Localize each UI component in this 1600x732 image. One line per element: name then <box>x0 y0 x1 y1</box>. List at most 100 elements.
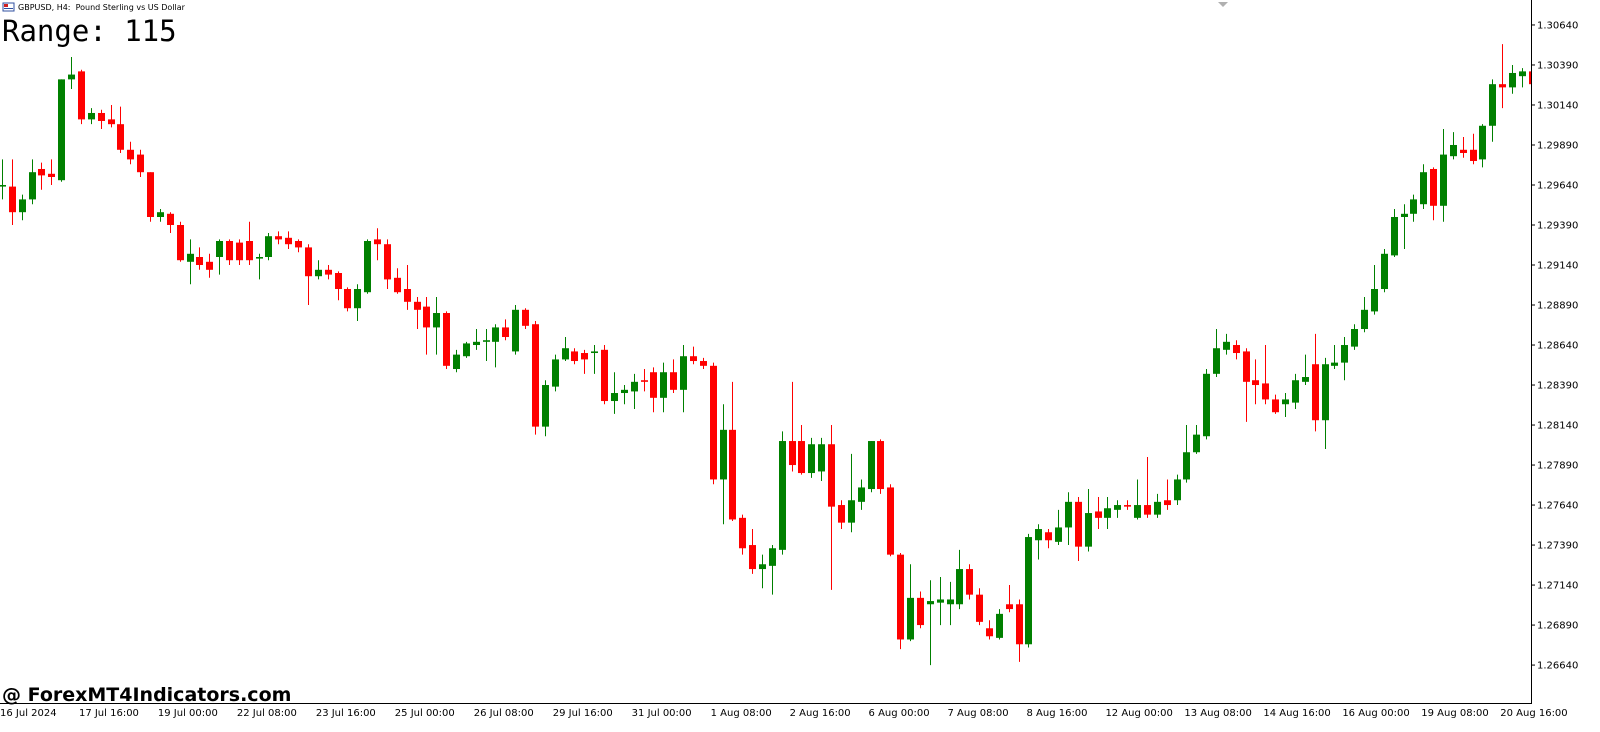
symbol-icon <box>2 2 15 12</box>
candle-body <box>779 441 786 550</box>
candle-body <box>1272 399 1279 413</box>
candle-body <box>196 257 203 266</box>
candle-body <box>226 241 233 261</box>
candle-body <box>868 441 875 490</box>
candle-body <box>256 257 263 259</box>
candle-body <box>108 119 115 125</box>
candle-body <box>1025 537 1032 645</box>
candle-body <box>433 313 440 328</box>
candle-body <box>1322 364 1329 421</box>
candle-body <box>631 381 638 392</box>
candle-body <box>137 154 144 173</box>
candle-body <box>216 241 223 258</box>
candle-body <box>1223 341 1230 350</box>
candle-body <box>127 149 134 160</box>
candle-body <box>364 241 371 293</box>
chart-title: GBPUSD, H4: Pound Sterling vs US Dollar <box>18 3 186 12</box>
candle-body <box>808 444 815 474</box>
candle-body <box>157 212 164 217</box>
candle-body <box>29 172 36 200</box>
candle-body <box>1351 329 1358 347</box>
candle-body <box>660 372 667 398</box>
candle-body <box>996 613 1003 638</box>
candle-body <box>838 505 845 523</box>
candle-body <box>1341 345 1348 363</box>
x-tick-label: 23 Jul 16:00 <box>316 708 376 719</box>
candle-body <box>404 289 411 302</box>
candle-body <box>1391 216 1398 256</box>
candle-body <box>1233 345 1240 354</box>
candle-body <box>453 354 460 370</box>
candle-body <box>710 365 717 480</box>
candle-body <box>552 359 559 387</box>
candle-body <box>749 545 756 570</box>
candle-body <box>285 237 292 245</box>
candle-body <box>394 277 401 293</box>
candle-body <box>275 236 282 240</box>
y-tick-label: 1.28640 <box>1537 341 1578 352</box>
candle-body <box>1470 149 1477 161</box>
x-tick-label: 29 Jul 16:00 <box>553 708 613 719</box>
candle-body <box>483 340 490 342</box>
candle-body <box>187 253 194 262</box>
y-tick-label: 1.28390 <box>1537 381 1578 392</box>
candle-body <box>739 517 746 549</box>
candle-body <box>1489 84 1496 126</box>
candle-body <box>650 372 657 398</box>
candle-body <box>1154 501 1161 515</box>
candle-body <box>1213 348 1220 374</box>
watermark: @ ForexMT4Indicators.com <box>2 684 291 706</box>
candle-body <box>621 389 628 394</box>
x-tick-label: 17 Jul 16:00 <box>79 708 139 719</box>
candle-body <box>206 261 213 270</box>
candle-body <box>571 351 578 362</box>
x-tick-label: 22 Jul 08:00 <box>237 708 297 719</box>
candle-body <box>1361 309 1368 330</box>
y-tick-label: 1.29640 <box>1537 180 1578 191</box>
candle-body <box>354 289 361 309</box>
candle-body <box>1174 479 1181 501</box>
candle-body <box>641 380 648 382</box>
x-tick-label: 7 Aug 08:00 <box>948 708 1009 719</box>
shift-marker <box>1218 2 1228 7</box>
candle-body <box>917 597 924 626</box>
candle-body <box>117 124 124 150</box>
candle-body <box>1203 373 1210 437</box>
candle-body <box>818 444 825 472</box>
candle-body <box>1183 452 1190 480</box>
x-tick-label: 16 Jul 2024 <box>0 708 57 719</box>
candle-body <box>1006 604 1013 610</box>
candle-body <box>1016 604 1023 645</box>
x-tick-label: 19 Aug 08:00 <box>1421 708 1488 719</box>
x-tick-label: 14 Aug 16:00 <box>1263 708 1330 719</box>
candle-body <box>927 601 934 605</box>
candle-body <box>512 309 519 352</box>
candle-body <box>720 429 727 480</box>
x-tick-label: 26 Jul 08:00 <box>474 708 534 719</box>
candle-body <box>1499 84 1506 88</box>
y-tick-label: 1.28890 <box>1537 301 1578 312</box>
candle-body <box>1450 144 1457 157</box>
candle-body <box>690 356 697 362</box>
candle-body <box>956 569 963 605</box>
x-tick-label: 19 Jul 00:00 <box>158 708 218 719</box>
candle-body <box>177 224 184 261</box>
candle-body <box>591 351 598 354</box>
y-tick-label: 1.29140 <box>1537 261 1578 272</box>
candle-body <box>502 327 509 338</box>
candle-body <box>1401 213 1408 217</box>
y-tick-label: 1.29390 <box>1537 220 1578 231</box>
candle-body <box>1302 377 1309 382</box>
candle-body <box>1420 172 1427 205</box>
candle-body <box>1035 529 1042 541</box>
candle-body <box>1440 154 1447 206</box>
candle-body <box>443 313 450 366</box>
candle-body <box>1262 383 1269 400</box>
candle-body <box>414 301 421 310</box>
candle-body <box>986 628 993 637</box>
candle-body <box>48 173 55 177</box>
y-tick-label: 1.30390 <box>1537 60 1578 71</box>
candle-body <box>877 441 884 490</box>
